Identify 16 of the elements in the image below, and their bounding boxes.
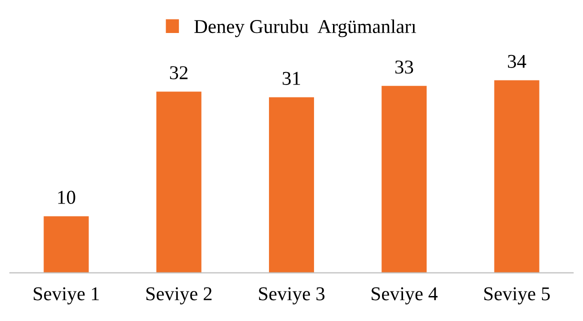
data-label: 31: [282, 72, 300, 85]
x-tick-label: Seviye 3: [259, 287, 324, 304]
data-label: 10: [58, 190, 76, 204]
bar: [382, 86, 427, 273]
data-label: 33: [395, 60, 414, 74]
data-label: 32: [170, 66, 188, 80]
bar: [44, 216, 89, 273]
bar: [268, 97, 314, 273]
data-label: 34: [508, 54, 526, 68]
x-tick-label: Seviye 4: [372, 287, 438, 304]
legend-label: Deney Gurubu Argümanları: [194, 19, 416, 38]
x-tick-label: Seviye 1: [34, 287, 99, 304]
bar: [494, 80, 540, 273]
bar: [156, 92, 202, 273]
x-tick-label: Seviye 2: [146, 287, 212, 304]
x-tick-label: Seviye 5: [484, 287, 550, 304]
